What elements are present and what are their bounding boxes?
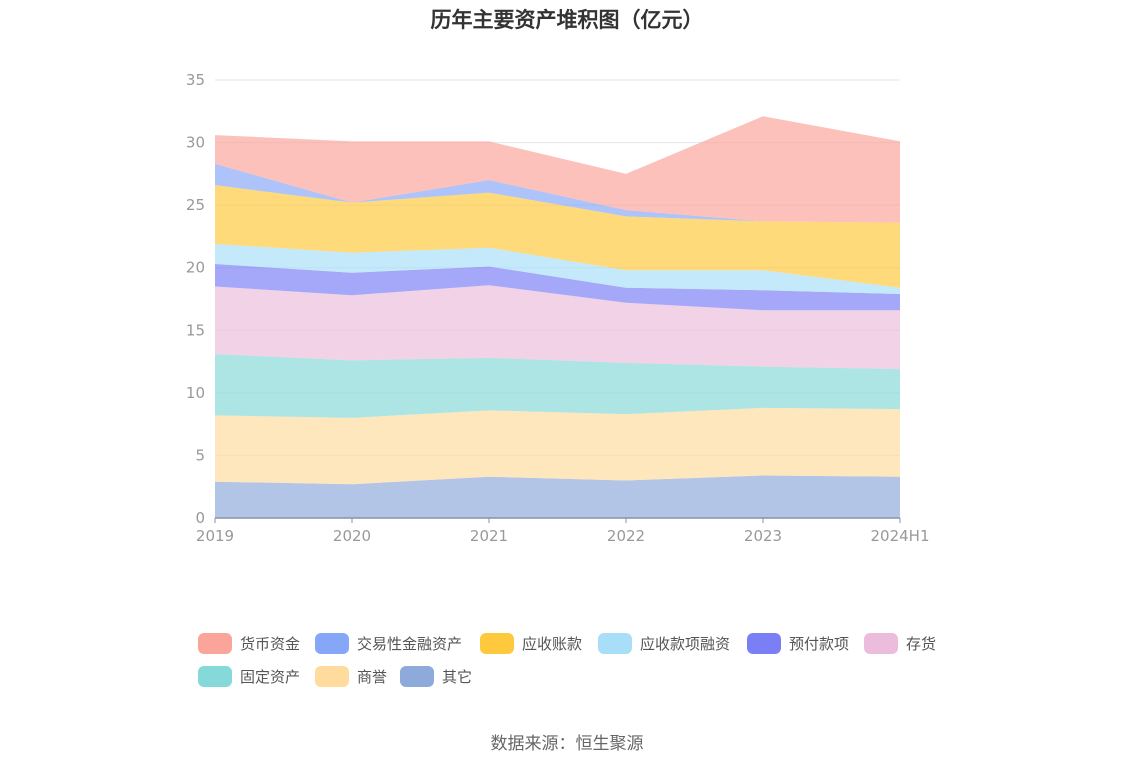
- legend-item-prepayments[interactable]: 预付款项: [747, 630, 849, 656]
- y-tick-label: 20: [186, 259, 205, 277]
- y-tick-label: 10: [186, 384, 205, 402]
- legend-item-accounts-receivable[interactable]: 应收账款: [480, 630, 582, 656]
- legend-label: 应收账款: [522, 634, 583, 653]
- x-tick-label: 2024H1: [871, 527, 930, 545]
- chart-title: 历年主要资产堆积图（亿元）: [430, 8, 704, 32]
- data-source-note: 数据来源：恒生聚源: [490, 734, 644, 754]
- x-tick-label: 2022: [607, 527, 645, 545]
- legend-swatch: [864, 632, 898, 654]
- y-tick-label: 30: [186, 134, 205, 152]
- legend-swatch: [198, 665, 232, 687]
- x-tick-label: 2023: [744, 527, 782, 545]
- legend-swatch: [598, 632, 632, 654]
- legend-label: 交易性金融资产: [357, 634, 463, 653]
- area-series-固定资产[interactable]: [215, 354, 900, 418]
- x-tick-label: 2021: [470, 527, 508, 545]
- legend-item-inventory[interactable]: 存货: [864, 630, 936, 656]
- legend-item-receivables-financing[interactable]: 应收款项融资: [598, 630, 730, 656]
- legend-label: 其它: [442, 667, 473, 686]
- y-tick-label: 15: [186, 321, 205, 339]
- legend-swatch: [315, 665, 349, 687]
- legend-label: 存货: [906, 634, 937, 653]
- legend-item-other[interactable]: 其它: [400, 663, 472, 689]
- legend-label: 预付款项: [789, 634, 850, 653]
- area-series-应收账款[interactable]: [215, 185, 900, 288]
- area-series-其它[interactable]: [215, 475, 900, 518]
- area-series: [215, 116, 900, 518]
- area-series-商誉[interactable]: [215, 407, 900, 485]
- y-tick-label: 5: [195, 446, 205, 464]
- x-tick-label: 2020: [333, 527, 371, 545]
- legend-item-fixed-assets[interactable]: 固定资产: [198, 663, 300, 689]
- legend-item-trading-financial-assets[interactable]: 交易性金融资产: [315, 630, 462, 656]
- legend-label: 商誉: [357, 667, 388, 686]
- legend-label: 应收款项融资: [640, 634, 731, 653]
- legend-swatch: [747, 632, 781, 654]
- area-series-货币资金[interactable]: [215, 116, 900, 223]
- area-series-存货[interactable]: [215, 285, 900, 370]
- y-tick-label: 35: [186, 71, 205, 89]
- area-series-预付款项[interactable]: [215, 263, 900, 311]
- axes: 0 5 10 15 20 25 30 35 2019 2020 2021 2022 2023 2024H1: [186, 71, 930, 545]
- legend-swatch: [400, 665, 434, 687]
- legend-swatch: [315, 632, 349, 654]
- y-tick-label: 0: [195, 509, 205, 527]
- x-tick-label: 2019: [196, 527, 234, 545]
- legend-item-goodwill[interactable]: 商誉: [315, 663, 387, 689]
- legend-item-cash[interactable]: 货币资金: [198, 630, 300, 656]
- y-tick-label: 25: [186, 196, 205, 214]
- legend-swatch: [198, 632, 232, 654]
- legend-label: 固定资产: [240, 667, 301, 686]
- legend-swatch: [480, 632, 514, 654]
- legend-label: 货币资金: [240, 634, 301, 653]
- area-series-应收款项融资[interactable]: [215, 243, 900, 294]
